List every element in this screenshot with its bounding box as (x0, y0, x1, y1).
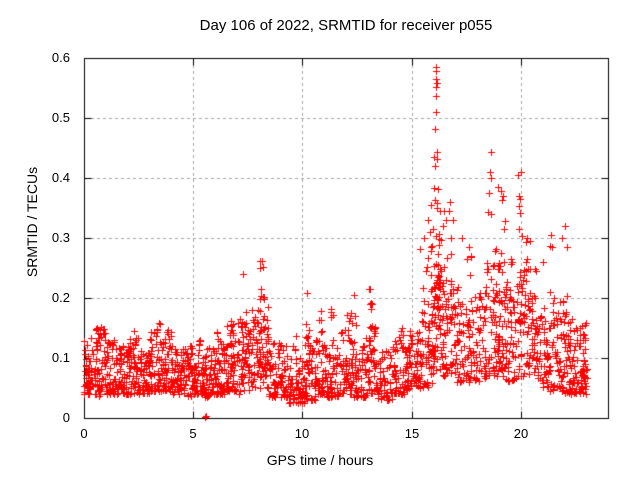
chart-title: Day 106 of 2022, SRMTID for receiver p05… (199, 17, 493, 34)
x-tick-label: 15 (404, 426, 420, 441)
y-tick-label: 0.2 (51, 290, 70, 305)
y-tick-label: 0.1 (51, 350, 70, 365)
y-tick-label: 0.5 (51, 110, 70, 125)
y-tick-label: 0.6 (51, 50, 70, 65)
x-tick-label: 0 (80, 426, 88, 441)
x-tick-label: 5 (189, 426, 197, 441)
y-tick-label: 0.3 (51, 230, 70, 245)
x-tick-label: 10 (294, 426, 310, 441)
x-axis-label: GPS time / hours (266, 452, 374, 468)
x-tick-label: 20 (513, 426, 529, 441)
y-tick-label: 0.4 (51, 170, 70, 185)
y-tick-label: 0 (62, 410, 70, 425)
